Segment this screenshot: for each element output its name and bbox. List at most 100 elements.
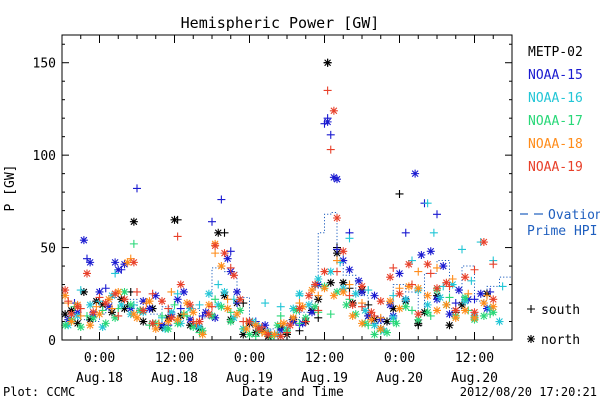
north-marker (201, 308, 210, 317)
north-marker (489, 302, 498, 311)
north-marker (286, 321, 295, 330)
north-marker (126, 300, 135, 309)
north-marker (395, 289, 404, 298)
north-marker (176, 280, 185, 289)
north-marker (164, 317, 173, 326)
north-marker (314, 275, 323, 283)
south-marker (433, 210, 441, 219)
south-marker (76, 311, 85, 320)
south-marker (408, 306, 416, 315)
south-marker (489, 260, 498, 269)
series-noaa-17 (61, 239, 498, 341)
north-marker (292, 306, 301, 315)
south-marker (467, 276, 476, 285)
footer-credit: Plot: CCMC (3, 385, 75, 399)
south-marker (395, 189, 404, 198)
north-marker (326, 267, 335, 276)
north-marker (89, 308, 98, 317)
plot-frame (61, 34, 513, 341)
south-marker (179, 310, 188, 319)
south-marker (429, 228, 438, 237)
north-marker (376, 297, 385, 306)
north-marker (239, 330, 248, 339)
north-marker (451, 313, 460, 322)
south-marker (173, 232, 182, 241)
north-marker (133, 313, 141, 322)
north-marker (370, 330, 379, 339)
north-marker (195, 317, 204, 326)
north-marker (364, 311, 373, 320)
x-tick-label-date: Aug.18 (151, 371, 198, 386)
north-marker (229, 313, 238, 322)
north-marker (223, 304, 232, 313)
north-marker (458, 300, 466, 309)
north-marker (73, 302, 82, 311)
north-marker (414, 284, 423, 293)
north-marker (464, 295, 473, 304)
north-marker (198, 330, 207, 339)
symbol-legend-label: south (541, 303, 580, 318)
x-tick-label-date: Aug.19 (301, 371, 348, 386)
x-axis: 0:00 Aug.18 12:00 Aug.18 0:00 Aug.19 12:00 Aug.… (61, 35, 513, 386)
x-tick-label-time: 0:00 (384, 351, 415, 366)
north-marker (211, 313, 220, 322)
south-marker (195, 300, 204, 309)
x-tick-label-time: 0:00 (84, 351, 115, 366)
north-marker (451, 306, 460, 315)
north-marker (461, 306, 470, 315)
north-marker (217, 262, 226, 271)
north-marker (104, 295, 113, 304)
north-marker (401, 302, 410, 311)
north-marker (436, 293, 445, 302)
north-marker (276, 326, 285, 335)
north-marker (333, 214, 341, 222)
north-marker (98, 300, 107, 309)
legend: METP-02 NOAA-15 NOAA-16 NOAA-17 NOAA-18 NOAA-… (528, 45, 583, 175)
north-marker (333, 175, 341, 184)
north-marker (129, 217, 138, 226)
north-marker (270, 330, 279, 339)
south-marker (358, 302, 366, 311)
north-marker (320, 267, 329, 276)
north-marker (236, 306, 245, 315)
north-marker (61, 291, 70, 300)
north-marker (358, 282, 366, 291)
legend-entry: NOAA-18 (528, 137, 583, 152)
north-marker (392, 319, 401, 328)
y-tick-label: 50 (40, 242, 56, 257)
north-marker (251, 321, 260, 330)
x-tick-label-time: 12:00 (455, 351, 494, 366)
north-marker (170, 215, 179, 224)
north-marker (389, 304, 398, 313)
north-marker (101, 319, 110, 328)
north-marker (148, 319, 157, 328)
north-marker (145, 304, 154, 313)
north-marker (423, 260, 432, 269)
north-marker (339, 278, 348, 287)
north-marker (527, 335, 535, 343)
north-marker (461, 293, 470, 302)
north-marker (276, 332, 285, 341)
south-marker (389, 263, 398, 272)
north-marker (120, 295, 129, 304)
north-marker (311, 280, 320, 289)
north-marker (395, 304, 404, 313)
north-marker (439, 262, 448, 271)
north-marker (245, 317, 254, 326)
north-marker (179, 287, 188, 296)
legend-entry: METP-02 (528, 45, 583, 60)
north-marker (423, 308, 432, 317)
south-marker (527, 305, 535, 313)
south-marker (108, 304, 116, 313)
north-marker (117, 300, 126, 309)
north-marker (167, 308, 176, 317)
south-marker (333, 267, 341, 276)
legend-entry: NOAA-16 (528, 91, 583, 106)
south-marker (295, 319, 304, 328)
south-marker (223, 295, 232, 304)
north-marker (129, 258, 138, 267)
north-marker (114, 287, 123, 296)
north-marker (86, 321, 95, 330)
north-marker (348, 311, 357, 320)
north-marker (289, 304, 298, 313)
